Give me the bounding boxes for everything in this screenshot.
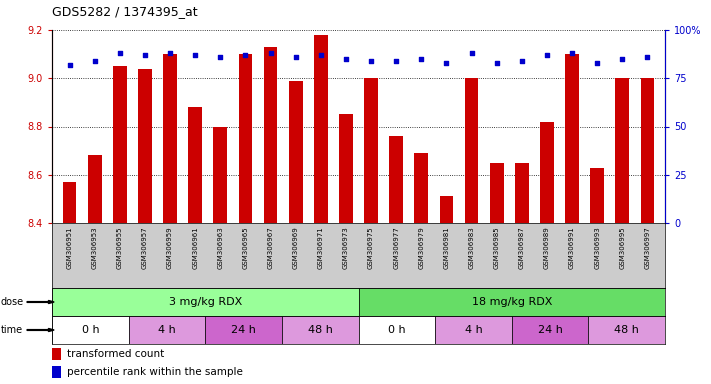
Bar	[87, 156, 102, 223]
Bar	[339, 114, 353, 223]
Bar	[163, 54, 177, 223]
Bar	[52, 366, 61, 378]
Bar	[590, 167, 604, 223]
Text: 24 h: 24 h	[538, 325, 562, 335]
Bar	[465, 78, 479, 223]
Text: 48 h: 48 h	[308, 325, 333, 335]
Text: GSM306953: GSM306953	[92, 226, 97, 269]
Point	[190, 52, 201, 58]
Bar	[129, 316, 205, 344]
Bar	[138, 69, 152, 223]
Text: GSM306955: GSM306955	[117, 226, 123, 269]
Point	[64, 62, 75, 68]
Text: GSM306965: GSM306965	[242, 226, 248, 269]
Bar	[415, 153, 428, 223]
Point	[240, 52, 251, 58]
Bar	[565, 54, 579, 223]
Bar	[358, 288, 665, 316]
Point	[616, 56, 628, 62]
Bar	[264, 47, 277, 223]
Text: GSM306985: GSM306985	[493, 226, 500, 269]
Bar	[113, 66, 127, 223]
Text: GSM306975: GSM306975	[368, 226, 374, 269]
Point	[164, 50, 176, 56]
Bar	[439, 197, 454, 223]
Text: 4 h: 4 h	[158, 325, 176, 335]
Text: GSM306967: GSM306967	[267, 226, 274, 269]
Bar	[515, 163, 529, 223]
Bar	[364, 78, 378, 223]
Text: GSM306987: GSM306987	[519, 226, 525, 269]
Bar	[289, 81, 303, 223]
Text: 0 h: 0 h	[388, 325, 405, 335]
Text: GSM306993: GSM306993	[594, 226, 600, 269]
Point	[491, 60, 503, 66]
Bar	[282, 316, 358, 344]
Point	[416, 56, 427, 62]
Text: 0 h: 0 h	[82, 325, 99, 335]
Point	[341, 56, 352, 62]
Point	[567, 50, 578, 56]
Bar	[435, 316, 512, 344]
Text: GSM306973: GSM306973	[343, 226, 349, 269]
Text: 4 h: 4 h	[464, 325, 482, 335]
Point	[315, 52, 326, 58]
Bar	[512, 316, 589, 344]
Text: GSM306995: GSM306995	[619, 226, 625, 269]
Text: GSM306981: GSM306981	[444, 226, 449, 269]
Text: GSM306977: GSM306977	[393, 226, 399, 269]
Point	[592, 60, 603, 66]
Point	[290, 54, 301, 60]
Point	[441, 60, 452, 66]
Text: 48 h: 48 h	[614, 325, 639, 335]
Text: time: time	[1, 325, 23, 335]
Text: GSM306961: GSM306961	[192, 226, 198, 269]
Text: transformed count: transformed count	[68, 349, 164, 359]
Point	[365, 58, 377, 64]
Text: 3 mg/kg RDX: 3 mg/kg RDX	[169, 297, 242, 307]
Text: GSM306971: GSM306971	[318, 226, 324, 269]
Bar	[52, 348, 61, 360]
Text: dose: dose	[1, 297, 24, 307]
Bar	[52, 288, 358, 316]
Bar	[314, 35, 328, 223]
Bar	[490, 163, 503, 223]
Point	[642, 54, 653, 60]
Point	[541, 52, 552, 58]
Point	[89, 58, 100, 64]
Bar	[641, 78, 654, 223]
Text: GDS5282 / 1374395_at: GDS5282 / 1374395_at	[52, 5, 198, 18]
Text: GSM306983: GSM306983	[469, 226, 474, 269]
Point	[139, 52, 151, 58]
Point	[516, 58, 528, 64]
Text: 18 mg/kg RDX: 18 mg/kg RDX	[471, 297, 552, 307]
Text: GSM306951: GSM306951	[67, 226, 73, 269]
Text: GSM306979: GSM306979	[418, 226, 424, 269]
Bar	[540, 122, 554, 223]
Text: GSM306957: GSM306957	[142, 226, 148, 269]
Point	[265, 50, 277, 56]
Bar	[616, 78, 629, 223]
Text: GSM306959: GSM306959	[167, 226, 173, 269]
Point	[390, 58, 402, 64]
Bar	[589, 316, 665, 344]
Text: GSM306963: GSM306963	[218, 226, 223, 269]
Bar	[188, 107, 202, 223]
Text: GSM306991: GSM306991	[569, 226, 575, 269]
Bar	[63, 182, 77, 223]
Point	[215, 54, 226, 60]
Bar	[390, 136, 403, 223]
Text: percentile rank within the sample: percentile rank within the sample	[68, 367, 243, 377]
Bar	[213, 126, 228, 223]
Bar	[205, 316, 282, 344]
Text: GSM306969: GSM306969	[293, 226, 299, 269]
Text: 24 h: 24 h	[231, 325, 256, 335]
Bar	[238, 54, 252, 223]
Text: GSM306997: GSM306997	[644, 226, 651, 269]
Point	[466, 50, 477, 56]
Text: GSM306989: GSM306989	[544, 226, 550, 269]
Bar	[358, 316, 435, 344]
Bar	[52, 316, 129, 344]
Point	[114, 50, 126, 56]
